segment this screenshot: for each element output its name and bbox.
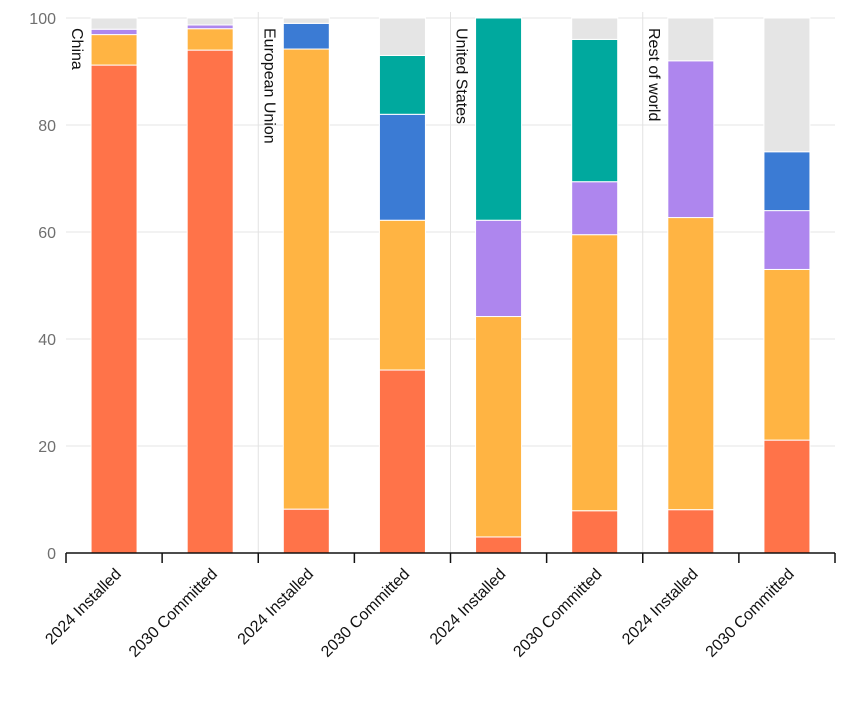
bar-segment <box>763 151 811 212</box>
bar-segment <box>378 17 426 56</box>
group-label-rest-of-world: Rest of world <box>645 28 662 121</box>
y-tick-label-20: 20 <box>38 439 56 456</box>
bar-segment <box>282 22 330 50</box>
bar-segment <box>667 17 715 62</box>
axes <box>65 552 836 563</box>
bar-segment <box>90 28 138 36</box>
grid-lines <box>66 12 835 553</box>
group-label-united-states: United States <box>453 28 470 124</box>
x-category-label: 2030 Committed <box>318 566 413 661</box>
bar-segment <box>571 17 619 40</box>
bar-segment <box>571 510 619 554</box>
bar-segment <box>571 38 619 183</box>
x-category-label: 2024 Installed <box>235 566 317 648</box>
bar-segment <box>186 24 234 30</box>
bar-segment <box>763 17 811 153</box>
x-category-label: 2024 Installed <box>42 566 124 648</box>
bar-segment <box>667 60 715 219</box>
bar-segment <box>475 536 523 554</box>
y-tick-label-40: 40 <box>38 332 56 349</box>
bar-segment <box>475 17 523 221</box>
bar-segment <box>186 49 234 554</box>
x-category-label: 2024 Installed <box>427 566 509 648</box>
bar-segment <box>282 508 330 554</box>
bar-segment <box>90 64 138 554</box>
bar-segment <box>378 113 426 221</box>
bar-segment <box>90 17 138 30</box>
bar-segment <box>186 28 234 51</box>
y-tick-label-80: 80 <box>38 118 56 135</box>
bar-segment <box>282 17 330 24</box>
bar-segment <box>667 217 715 511</box>
bar-segment <box>763 268 811 441</box>
x-category-label: 2024 Installed <box>619 566 701 648</box>
bar-segment <box>186 17 234 26</box>
bar-segment <box>282 48 330 510</box>
bar-segment <box>475 316 523 538</box>
bar-segment <box>667 509 715 554</box>
y-tick-label-100: 100 <box>29 11 56 28</box>
bar-segment <box>378 369 426 554</box>
x-category-label: 2030 Committed <box>126 566 221 661</box>
y-tick-label-0: 0 <box>47 546 56 563</box>
bar-segment <box>90 34 138 66</box>
x-category-label: 2030 Committed <box>510 566 605 661</box>
x-category-label: 2030 Committed <box>703 566 798 661</box>
group-label-european-union: European Union <box>260 28 277 144</box>
bar-segment <box>378 54 426 115</box>
group-label-china: China <box>68 28 85 70</box>
bar-segment <box>475 219 523 318</box>
bar-segment <box>571 181 619 236</box>
bar-segment <box>571 234 619 512</box>
bar-segment <box>763 439 811 554</box>
bar-segment <box>378 219 426 371</box>
y-tick-label-60: 60 <box>38 225 56 242</box>
bar-segments <box>90 17 811 554</box>
bar-segment <box>763 210 811 270</box>
